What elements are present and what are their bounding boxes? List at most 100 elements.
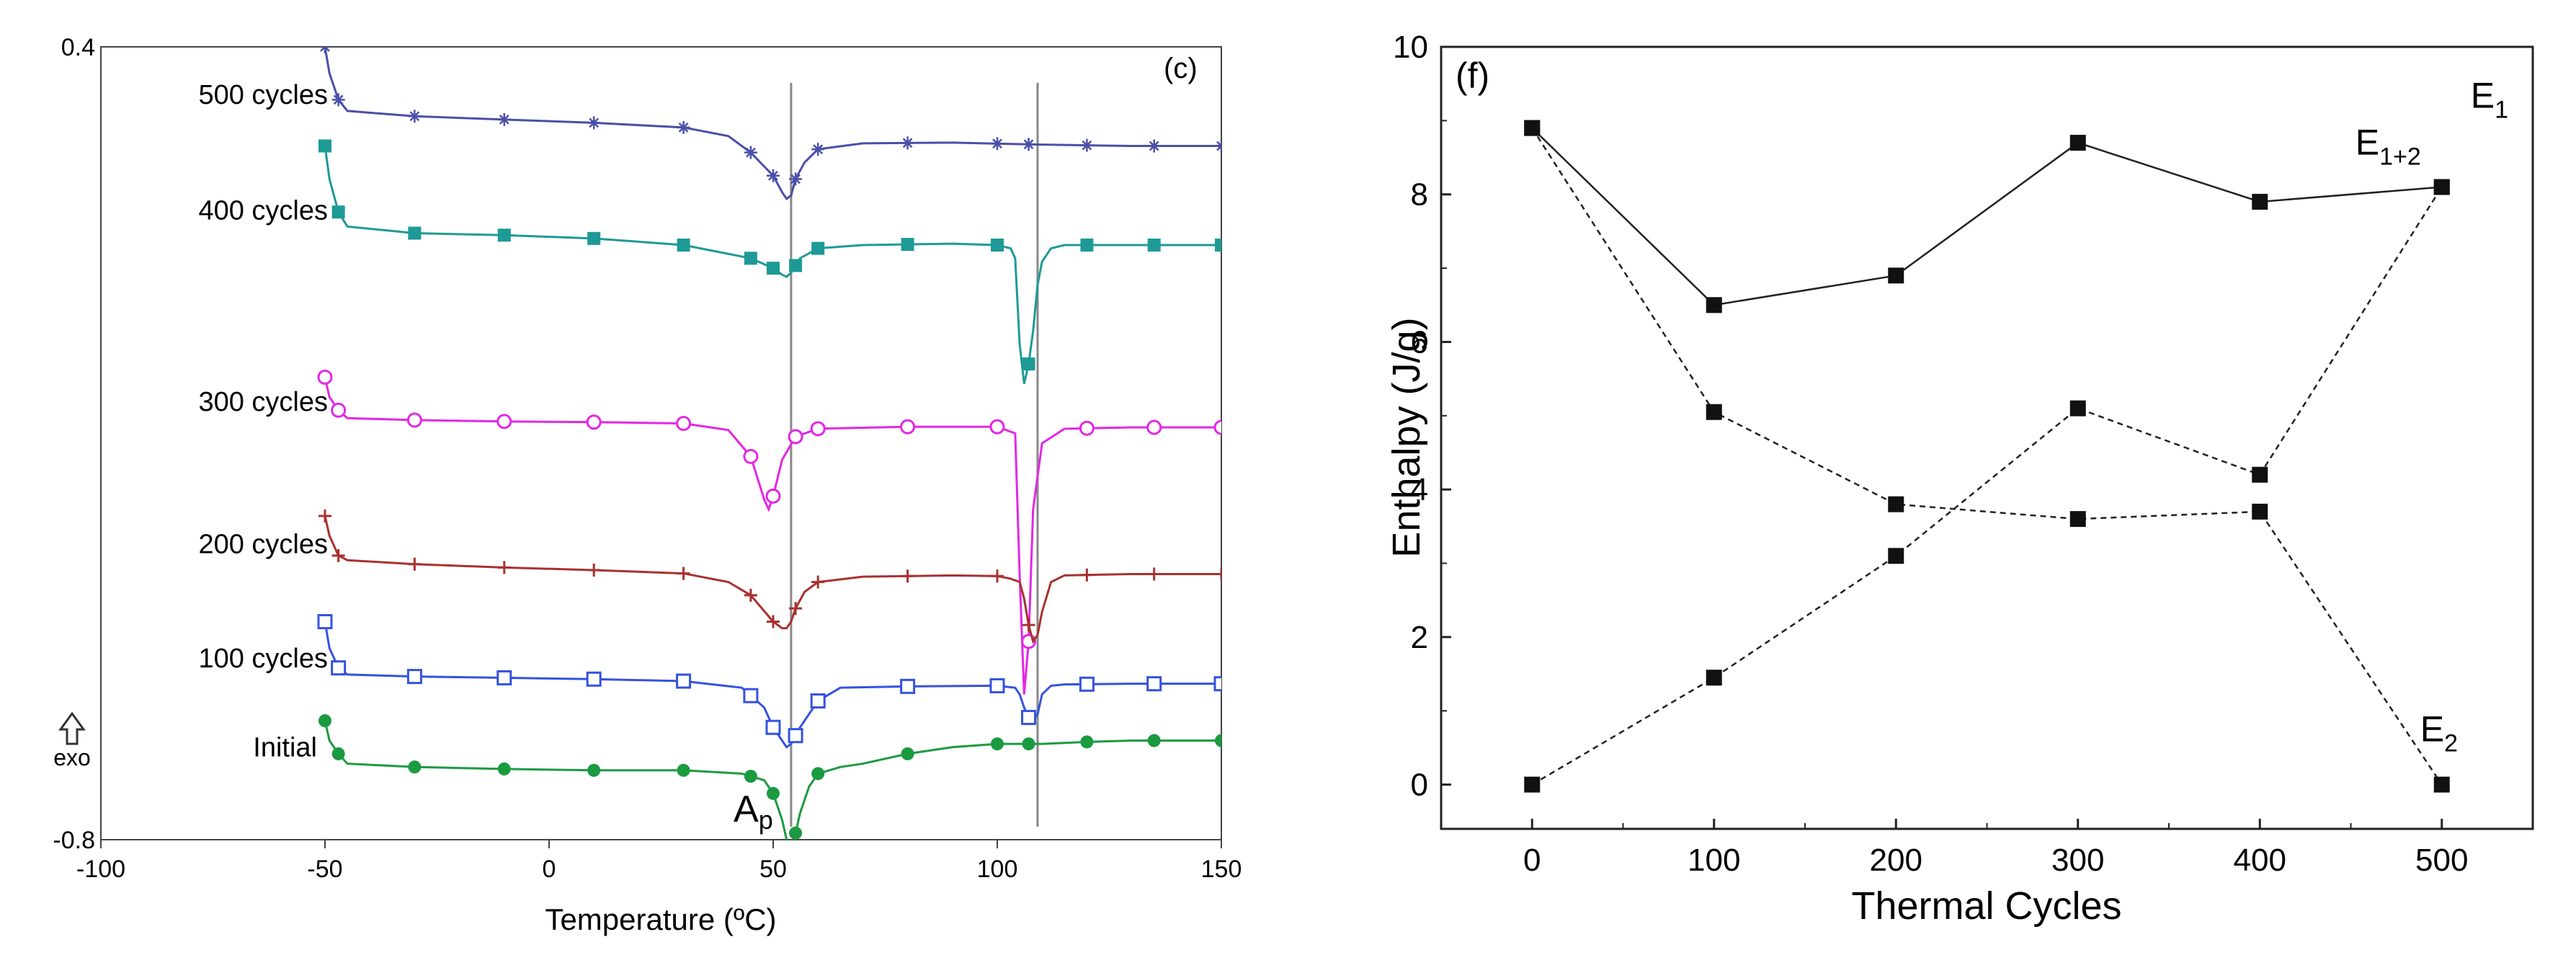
data-marker	[406, 412, 422, 428]
enthalpy-point	[2252, 193, 2268, 210]
data-marker	[676, 673, 692, 689]
data-marker	[1146, 419, 1162, 435]
left-x-tick-label: 50	[759, 856, 787, 883]
data-marker	[991, 239, 1004, 252]
series-label: 400 cycles	[198, 195, 328, 226]
data-marker	[1022, 138, 1035, 151]
data-marker	[587, 564, 601, 577]
data-marker	[408, 226, 422, 240]
data-marker	[1215, 139, 1221, 153]
dsc-curve-line	[324, 146, 1221, 384]
peak-label-main: A	[734, 789, 759, 830]
peak-label-sub: p	[759, 805, 773, 835]
data-marker	[788, 429, 803, 445]
data-marker	[1080, 735, 1094, 749]
data-marker	[789, 259, 803, 272]
right-y-tick-label: 4	[1411, 472, 1428, 507]
enthalpy-point	[1706, 404, 1722, 420]
dsc-curves-panel: -100 -50 0 50 100 150 0.4 -0.8 500 cycles 400 cy…	[53, 34, 1242, 936]
enthalpy-point	[1888, 548, 1904, 564]
enthalpy-point	[2069, 400, 2086, 417]
right-x-axis-title: Thermal Cycles	[1851, 884, 2121, 928]
data-marker	[1147, 567, 1161, 581]
enthalpy-point	[2069, 511, 2086, 528]
data-marker	[901, 569, 914, 583]
data-marker	[331, 93, 345, 107]
data-marker	[408, 760, 422, 774]
left-x-tick-label: 100	[977, 856, 1018, 883]
enthalpy-point	[1524, 120, 1541, 136]
right-y-tick-label: 2	[1411, 620, 1428, 655]
enthalpy-point	[2069, 135, 2086, 151]
right-axes: 0 100 200 300 400 500 0 2 4 6 8 10	[1393, 30, 2468, 878]
data-marker	[1147, 239, 1161, 252]
dsc-curve-line	[324, 377, 1221, 695]
enthalpy-line	[1531, 186, 2443, 786]
enthalpy-series-label: E1+2	[2356, 122, 2421, 170]
data-marker	[991, 737, 1004, 751]
series-label: 500 cycles	[198, 80, 328, 110]
data-marker	[497, 561, 511, 574]
data-marker	[1213, 676, 1221, 692]
peak-label: Ap	[734, 789, 773, 835]
data-marker	[1215, 567, 1221, 581]
series-label: 100 cycles	[198, 644, 328, 674]
data-marker	[1147, 139, 1161, 153]
right-y-tick-label: 8	[1411, 177, 1428, 213]
data-marker	[587, 763, 601, 777]
data-marker	[991, 569, 1004, 583]
enthalpy-point	[1888, 496, 1904, 512]
enthalpy-point	[1706, 670, 1722, 686]
data-marker	[789, 172, 803, 186]
data-marker	[743, 688, 759, 703]
data-marker	[765, 719, 781, 735]
data-marker	[586, 671, 602, 687]
left-x-tick-label: -100	[76, 856, 125, 883]
enthalpy-series-label-main: E	[2420, 709, 2444, 750]
data-marker	[1021, 709, 1037, 725]
series-label: 200 cycles	[198, 529, 328, 559]
data-marker	[811, 241, 825, 255]
data-marker	[1080, 138, 1094, 152]
data-marker	[1080, 568, 1094, 582]
right-series-lines	[1524, 120, 2450, 793]
data-marker	[1022, 618, 1035, 632]
data-marker	[991, 137, 1004, 151]
left-curves	[317, 47, 1221, 840]
series-label: Initial	[253, 733, 317, 763]
data-marker	[318, 509, 331, 523]
data-marker	[677, 120, 690, 134]
right-x-tick-label: 400	[2234, 843, 2286, 878]
data-marker	[810, 421, 826, 437]
data-marker	[1146, 676, 1162, 692]
data-marker	[1147, 734, 1161, 747]
enthalpy-point	[1524, 776, 1541, 793]
data-marker	[406, 669, 422, 685]
data-marker	[789, 602, 803, 616]
data-marker	[789, 826, 803, 840]
enthalpy-series-label-sub: 1	[2495, 96, 2508, 123]
left-plot-frame	[100, 46, 1222, 840]
left-axes: -100 -50 0 50 100 150 0.4 -0.8	[53, 34, 1242, 883]
data-marker	[317, 614, 333, 629]
right-y-tick-label: 6	[1411, 324, 1428, 360]
data-marker	[1022, 357, 1035, 370]
data-marker	[496, 670, 512, 685]
enthalpy-series-label: E2	[2420, 709, 2458, 758]
left-panel-label: (c)	[1164, 53, 1198, 84]
data-marker	[767, 169, 780, 182]
data-marker	[331, 402, 347, 418]
data-marker	[408, 110, 422, 123]
series-label: 300 cycles	[198, 387, 328, 417]
data-marker	[1079, 420, 1095, 436]
data-marker	[677, 239, 690, 252]
data-marker	[743, 448, 759, 464]
data-marker	[767, 262, 780, 275]
data-marker	[586, 414, 602, 430]
data-marker	[587, 231, 601, 245]
enthalpy-series-label-main: E	[2471, 75, 2495, 115]
data-marker	[497, 762, 511, 776]
enthalpy-series-label-main: E	[2356, 122, 2379, 162]
